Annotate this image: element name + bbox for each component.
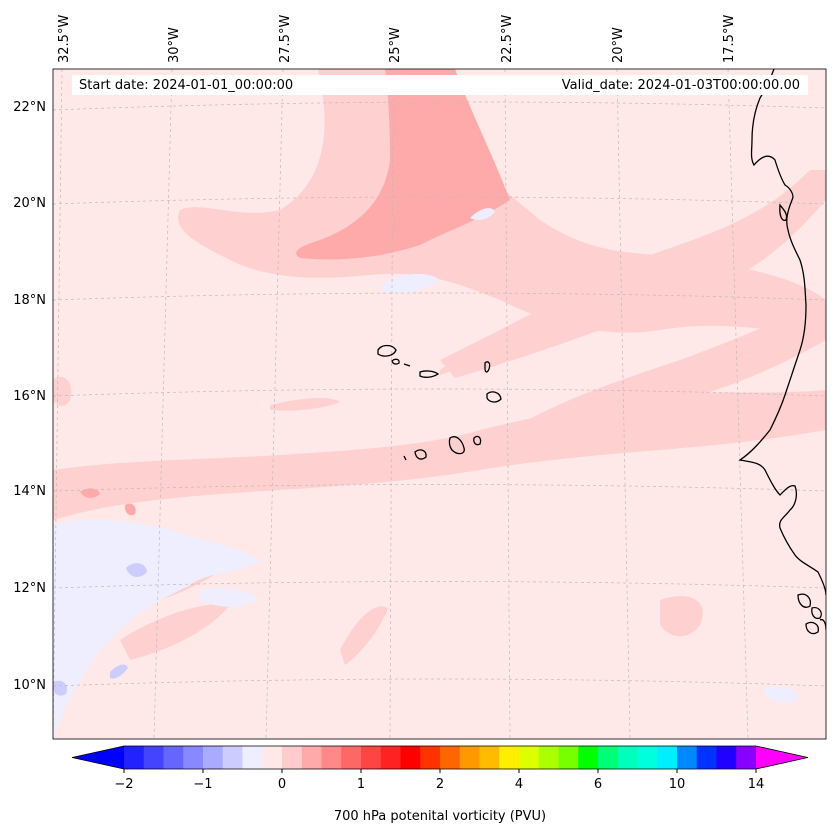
pv-patch-s1 xyxy=(120,604,230,660)
colorbar-segment xyxy=(459,746,480,769)
lon-label: 25°W xyxy=(388,27,403,63)
colorbar-segment xyxy=(578,746,599,769)
colorbar-segment xyxy=(637,746,658,769)
pv-blue-south-patch xyxy=(200,588,258,607)
colorbar-extend-min xyxy=(72,746,124,769)
map-frame xyxy=(52,68,827,740)
pv-blue-nw xyxy=(380,273,440,294)
longitude-labels: 32.5°W 30°W 27.5°W 25°W 22.5°W 20°W 17.5… xyxy=(57,15,737,63)
lat-label: 14°N xyxy=(13,484,46,499)
pv-band-east xyxy=(510,300,826,440)
colorbar-segment xyxy=(222,746,243,769)
colorbar-tick-label: 6 xyxy=(594,777,602,792)
colorbar-title: 700 hPa potenital vorticity (PVU) xyxy=(333,809,547,824)
pv-patch-s3 xyxy=(660,596,703,637)
colorbar-segment xyxy=(716,746,737,769)
lon-label: 20°W xyxy=(611,27,626,63)
colorbar-segment xyxy=(203,746,224,769)
colorbar-tick-label: 14 xyxy=(748,777,765,792)
valid-date-label: Valid_date: 2024-01-03T00:00:00.00 xyxy=(561,78,800,93)
lat-label: 22°N xyxy=(13,100,46,115)
colorbar-segment xyxy=(124,746,145,769)
colorbar-segment xyxy=(262,746,283,769)
pv-patch-mid xyxy=(270,398,340,411)
lat-label: 20°N xyxy=(13,196,46,211)
colorbar-tick-label: −1 xyxy=(193,777,212,792)
colorbar-segment xyxy=(143,746,164,769)
latitude-labels: 22°N 20°N 18°N 16°N 14°N 12°N 10°N xyxy=(13,100,46,693)
colorbar-tick-label: 1 xyxy=(357,777,365,792)
colorbar-segment xyxy=(420,746,441,769)
graticule xyxy=(53,69,826,739)
colorbar-segment xyxy=(400,746,421,769)
pv-blue-dark-1 xyxy=(126,563,147,577)
lat-label: 16°N xyxy=(13,389,46,404)
colorbar-segment xyxy=(657,746,678,769)
colorbar-segment xyxy=(282,746,303,769)
pv-blue-dark-3 xyxy=(110,664,128,679)
pv-band-north-core xyxy=(296,69,510,260)
colorbar-segment xyxy=(519,746,540,769)
colorbar-segment xyxy=(242,746,263,769)
pv-patch-darkpink xyxy=(80,488,100,498)
colorbar-tick-label: 2 xyxy=(436,777,444,792)
pv-patch-west xyxy=(53,376,72,406)
colorbar-segment xyxy=(696,746,717,769)
lon-label: 17.5°W xyxy=(722,15,737,63)
colorbar-segment xyxy=(301,746,322,769)
colorbar-tick-label: 10 xyxy=(669,777,686,792)
pv-blue-se xyxy=(765,686,799,703)
header-strip xyxy=(72,75,808,95)
colorbar-segment xyxy=(558,746,579,769)
colorbar-segment xyxy=(499,746,520,769)
colorbar-segment xyxy=(361,746,382,769)
lon-label: 27.5°W xyxy=(278,15,293,63)
colorbar-segment xyxy=(183,746,204,769)
pv-blue-north xyxy=(470,208,495,220)
map-panel xyxy=(53,69,826,739)
colorbar-segment xyxy=(479,746,500,769)
colorbar-segment xyxy=(440,746,461,769)
colorbar-segment xyxy=(598,746,619,769)
colorbar-segment xyxy=(380,746,401,769)
lat-label: 18°N xyxy=(13,293,46,308)
colorbar-tick-label: 4 xyxy=(515,777,523,792)
colorbar xyxy=(71,745,809,770)
colorbar-segment xyxy=(677,746,698,769)
lon-label: 30°W xyxy=(167,27,182,63)
colorbar-segment xyxy=(341,746,362,769)
colorbar-segment xyxy=(321,746,342,769)
pv-patch-darkpink-2 xyxy=(124,503,136,516)
colorbar-segment xyxy=(163,746,184,769)
pv-patch-island xyxy=(440,340,510,375)
colorbar-segment xyxy=(736,746,757,769)
africa-coastline xyxy=(738,69,826,635)
start-date-label: Start date: 2024-01-01_00:00:00 xyxy=(79,78,294,93)
colorbar-segment xyxy=(538,746,559,769)
pv-patch-s2 xyxy=(340,606,388,665)
lon-label: 22.5°W xyxy=(500,15,515,63)
pv-band-middle xyxy=(440,170,826,378)
pv-blue-sw-region xyxy=(53,519,260,739)
cape-verde-islands xyxy=(377,344,502,461)
pv-blue-dark-2 xyxy=(53,680,68,696)
lat-label: 12°N xyxy=(13,581,46,596)
lon-label: 32.5°W xyxy=(57,15,72,63)
colorbar-ticks: −2 −1 0 1 2 4 6 10 14 xyxy=(114,769,764,792)
colorbar-extend-max xyxy=(756,746,808,769)
pv-band-south xyxy=(53,390,826,520)
colorbar-segment xyxy=(617,746,638,769)
colorbar-tick-label: 0 xyxy=(278,777,286,792)
lat-label: 10°N xyxy=(13,678,46,693)
colorbar-tick-label: −2 xyxy=(114,777,133,792)
